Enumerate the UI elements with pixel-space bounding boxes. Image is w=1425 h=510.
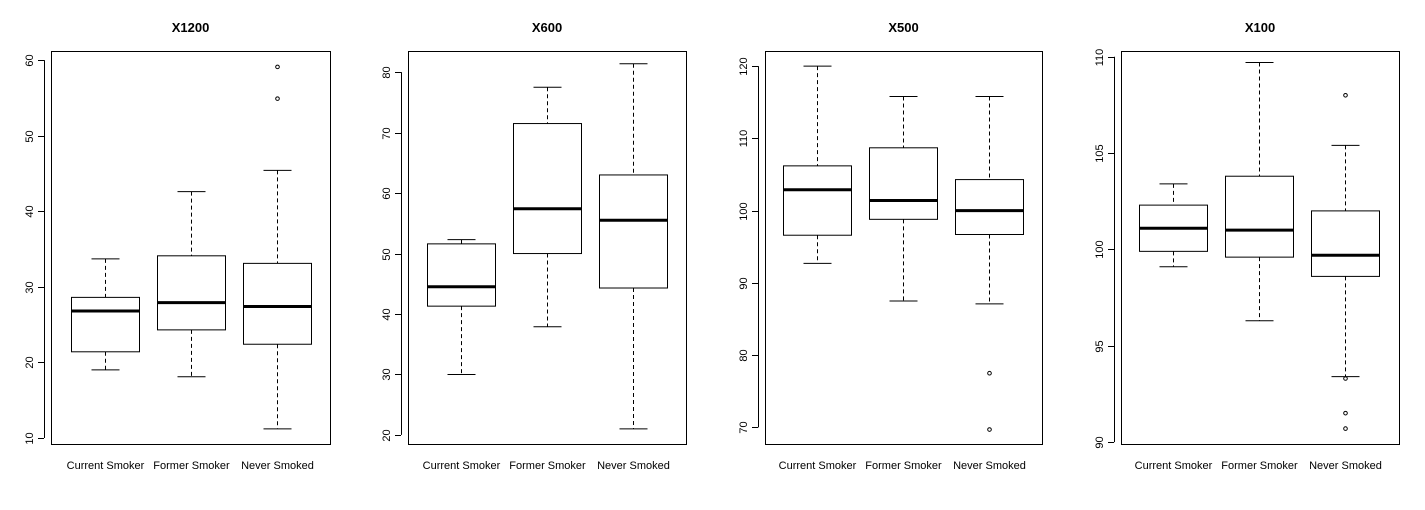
iqr-box [1311, 210, 1380, 277]
x-category-label: Never Smoked [953, 460, 1026, 472]
y-tick-label: 70 [738, 421, 750, 433]
outlier-point [1343, 93, 1348, 98]
iqr-box [869, 147, 938, 220]
y-tick-label: 90 [738, 277, 750, 289]
plot-title: X100 [1245, 20, 1275, 35]
plot-frame [51, 51, 331, 445]
y-tick-label: 110 [1094, 49, 1106, 67]
x-category-label: Current Smoker [779, 460, 857, 472]
y-tick-label: 120 [738, 57, 750, 75]
boxplot-panel: X600 20 30 40 50 60 70 80 Current Smoker Former S… [381, 20, 687, 472]
iqr-box [427, 243, 496, 307]
outlier-point [275, 96, 280, 101]
y-tick-label: 60 [381, 187, 393, 199]
iqr-box [783, 165, 852, 236]
y-tick-label: 30 [24, 281, 36, 293]
outlier-point [1343, 376, 1348, 381]
y-tick-label: 100 [738, 202, 750, 220]
outlier-point [1343, 410, 1348, 416]
plot-title: X500 [888, 20, 918, 35]
iqr-box [243, 262, 312, 345]
y-tick-label: 80 [381, 66, 393, 78]
outlier-point [987, 427, 992, 432]
y-tick-label: 60 [24, 54, 36, 66]
x-category-label: Current Smoker [1135, 460, 1213, 472]
plot-frame [408, 51, 687, 445]
plot-title: X600 [532, 20, 562, 35]
y-tick-label: 40 [381, 308, 393, 320]
y-tick-label: 50 [24, 130, 36, 142]
x-category-label: Former Smoker [509, 460, 586, 472]
plot-title: X1200 [172, 20, 210, 35]
outlier-point [275, 64, 280, 70]
iqr-box [599, 174, 668, 289]
y-tick-label: 40 [24, 205, 36, 217]
x-category-label: Never Smoked [597, 460, 670, 472]
plot-frame [1121, 51, 1400, 445]
x-category-label: Former Smoker [1221, 460, 1298, 472]
x-category-label: Current Smoker [67, 460, 145, 472]
iqr-box [513, 123, 582, 255]
iqr-box [157, 255, 226, 331]
y-tick-label: 110 [738, 130, 750, 148]
y-tick-label: 80 [738, 349, 750, 361]
boxplot-panel: X500 70 80 90 100 110 120 Current Smoker Former … [738, 20, 1043, 472]
boxplot-panel: X1200 10 20 30 40 50 60 Current Smoker Former Sm… [24, 20, 331, 472]
y-tick-label: 105 [1094, 144, 1106, 162]
x-category-label: Current Smoker [423, 460, 501, 472]
y-tick-label: 10 [24, 432, 36, 444]
iqr-box [71, 296, 140, 353]
x-category-label: Never Smoked [1309, 460, 1382, 472]
y-tick-label: 95 [1094, 340, 1106, 352]
y-tick-label: 100 [1094, 240, 1106, 258]
y-tick-label: 70 [381, 127, 393, 139]
y-tick-label: 20 [24, 356, 36, 368]
boxplot-panel: X100 90 95 100 105 110 Current Smoker Former Sm… [1094, 20, 1400, 472]
x-category-label: Never Smoked [241, 460, 314, 472]
y-tick-label: 50 [381, 248, 393, 260]
y-tick-label: 90 [1094, 436, 1106, 448]
x-category-label: Former Smoker [865, 460, 942, 472]
x-category-label: Former Smoker [153, 460, 230, 472]
plot-frame [765, 51, 1043, 445]
iqr-box [955, 179, 1024, 235]
y-tick-label: 30 [381, 368, 393, 380]
iqr-box [1225, 175, 1294, 258]
outlier-point [1343, 426, 1348, 431]
y-tick-label: 20 [381, 429, 393, 441]
outlier-point [987, 370, 992, 376]
